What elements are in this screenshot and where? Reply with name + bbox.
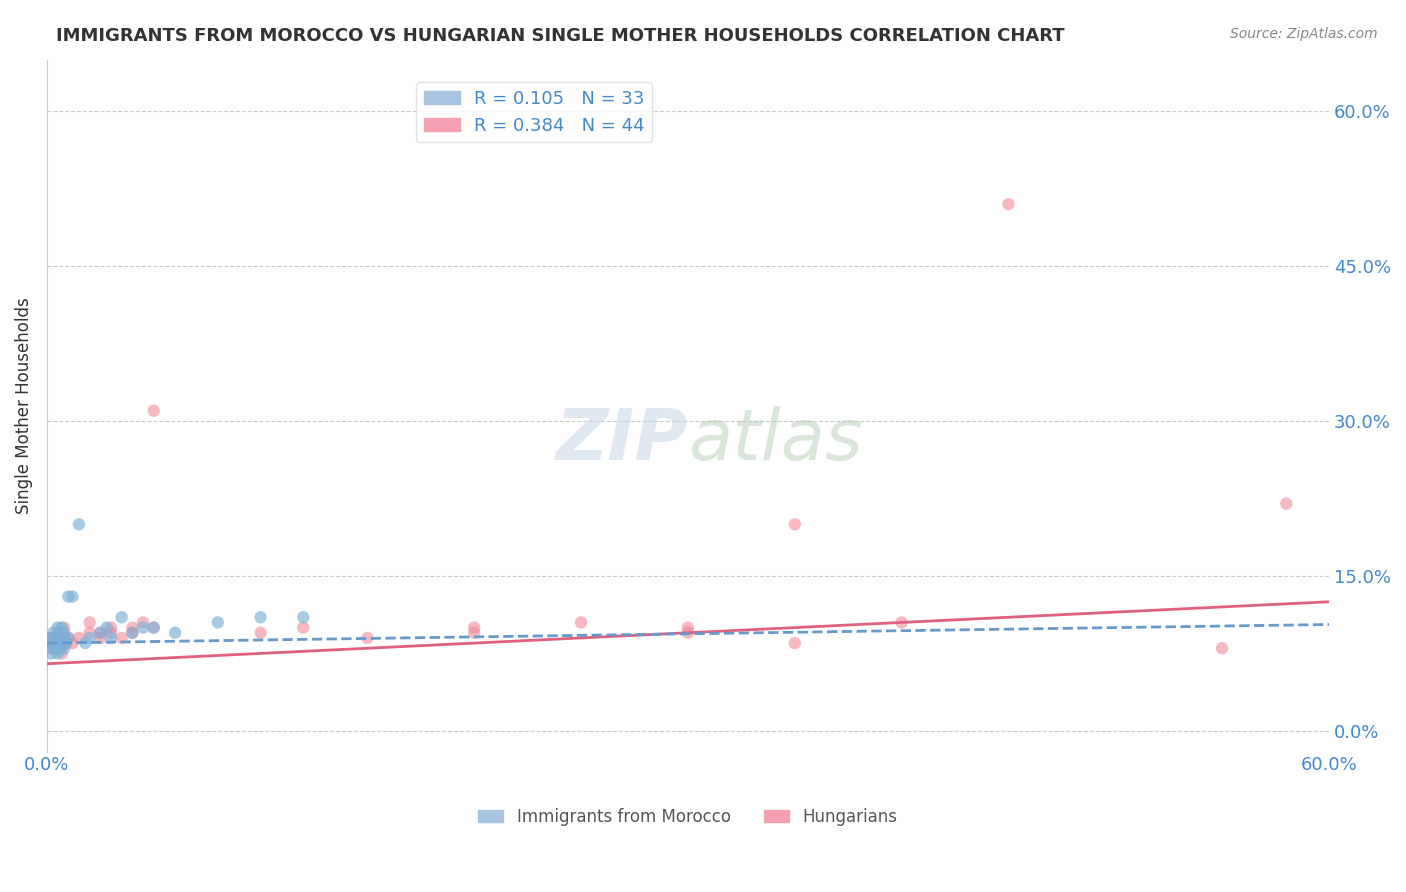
Point — [292, 621, 315, 635]
Point — [42, 625, 65, 640]
Point — [46, 647, 69, 661]
Point — [42, 636, 65, 650]
Point — [89, 631, 111, 645]
Point — [53, 621, 76, 635]
Point — [142, 403, 165, 417]
Point — [783, 636, 806, 650]
Point — [121, 625, 143, 640]
Point — [142, 621, 165, 635]
Point — [79, 615, 101, 630]
Point — [38, 636, 60, 650]
Point — [46, 625, 69, 640]
Point — [79, 625, 101, 640]
Point — [39, 631, 62, 645]
Point — [96, 621, 118, 635]
Point — [111, 610, 134, 624]
Point — [48, 636, 70, 650]
Point — [79, 631, 101, 645]
Text: IMMIGRANTS FROM MOROCCO VS HUNGARIAN SINGLE MOTHER HOUSEHOLDS CORRELATION CHART: IMMIGRANTS FROM MOROCCO VS HUNGARIAN SIN… — [56, 27, 1064, 45]
Point — [356, 631, 378, 645]
Point — [39, 641, 62, 656]
Point — [142, 621, 165, 635]
Point — [51, 636, 73, 650]
Point — [48, 641, 70, 656]
Point — [132, 621, 155, 635]
Point — [249, 625, 271, 640]
Point — [42, 641, 65, 656]
Point — [676, 621, 699, 635]
Point — [55, 636, 77, 650]
Point — [121, 625, 143, 640]
Point — [44, 636, 66, 650]
Y-axis label: Single Mother Households: Single Mother Households — [15, 297, 32, 514]
Point — [48, 641, 70, 656]
Point — [53, 631, 76, 645]
Point — [890, 615, 912, 630]
Point — [58, 590, 80, 604]
Point — [111, 631, 134, 645]
Point — [46, 631, 69, 645]
Point — [44, 636, 66, 650]
Point — [676, 625, 699, 640]
Point — [62, 590, 84, 604]
Point — [58, 631, 80, 645]
Point — [42, 631, 65, 645]
Point — [67, 631, 90, 645]
Point — [89, 625, 111, 640]
Point — [463, 625, 485, 640]
Point — [51, 631, 73, 645]
Point — [51, 647, 73, 661]
Point — [569, 615, 592, 630]
Point — [100, 621, 122, 635]
Point — [1211, 641, 1233, 656]
Point — [783, 517, 806, 532]
Point — [292, 610, 315, 624]
Point — [39, 631, 62, 645]
Point — [100, 631, 122, 645]
Point — [132, 615, 155, 630]
Point — [997, 197, 1019, 211]
Text: Source: ZipAtlas.com: Source: ZipAtlas.com — [1230, 27, 1378, 41]
Text: atlas: atlas — [688, 406, 862, 475]
Legend: Immigrants from Morocco, Hungarians: Immigrants from Morocco, Hungarians — [472, 801, 904, 833]
Point — [46, 621, 69, 635]
Point — [100, 625, 122, 640]
Point — [249, 610, 271, 624]
Point — [463, 621, 485, 635]
Point — [44, 641, 66, 656]
Point — [44, 631, 66, 645]
Point — [55, 636, 77, 650]
Point — [58, 631, 80, 645]
Point — [53, 641, 76, 656]
Text: ZIP: ZIP — [555, 406, 688, 475]
Point — [53, 625, 76, 640]
Point — [121, 621, 143, 635]
Point — [75, 636, 97, 650]
Point — [207, 615, 229, 630]
Point — [51, 621, 73, 635]
Point — [39, 647, 62, 661]
Point — [165, 625, 187, 640]
Point — [1275, 497, 1298, 511]
Point — [89, 625, 111, 640]
Point — [38, 636, 60, 650]
Point — [67, 517, 90, 532]
Point — [62, 636, 84, 650]
